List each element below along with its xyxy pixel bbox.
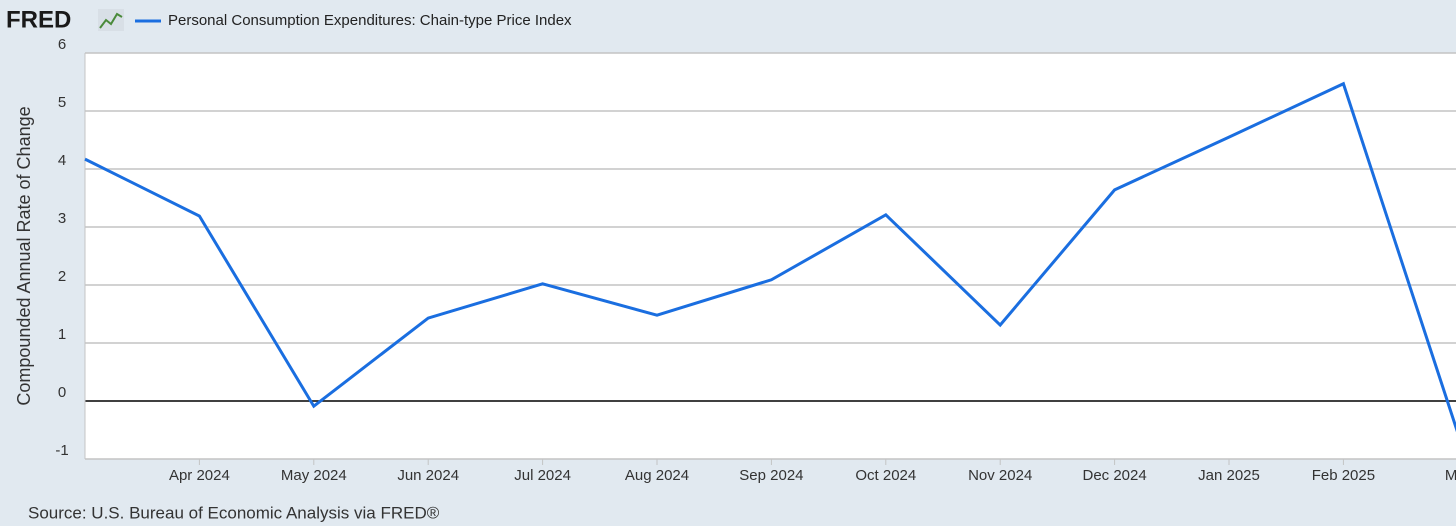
y-axis-label: Compounded Annual Rate of Change: [14, 106, 34, 405]
x-tick-label: Apr 2024: [169, 467, 230, 484]
x-tick-label: Mar: [1445, 467, 1456, 484]
plot-area: [85, 53, 1456, 459]
x-tick-label: Jan 2025: [1198, 467, 1260, 484]
x-tick-label: Oct 2024: [855, 467, 916, 484]
logo-icon: [98, 9, 124, 31]
logo: FRED: [6, 6, 71, 33]
x-tick-label: Aug 2024: [625, 467, 689, 484]
legend-label: Personal Consumption Expenditures: Chain…: [168, 12, 572, 29]
y-tick-label: 2: [58, 268, 66, 285]
y-tick-label: 1: [58, 326, 66, 343]
y-tick-label: 0: [58, 384, 66, 401]
x-tick-label: Feb 2025: [1312, 467, 1375, 484]
x-tick-label: Jun 2024: [397, 467, 459, 484]
x-tick-label: Nov 2024: [968, 467, 1032, 484]
x-tick-label: Dec 2024: [1082, 467, 1146, 484]
source: Source: U.S. Bureau of Economic Analysis…: [28, 503, 440, 522]
data-line: [84, 81, 1456, 433]
y-tick-label: -1: [55, 442, 68, 459]
y-tick-label: 3: [58, 210, 66, 227]
x-tick-label: May 2024: [281, 467, 347, 484]
y-tick-label: 5: [58, 94, 66, 111]
x-tick-label: Sep 2024: [739, 467, 803, 484]
y-tick-label: 6: [58, 36, 66, 53]
x-tick-label: Jul 2024: [514, 467, 571, 484]
y-tick-label: 4: [58, 152, 66, 169]
